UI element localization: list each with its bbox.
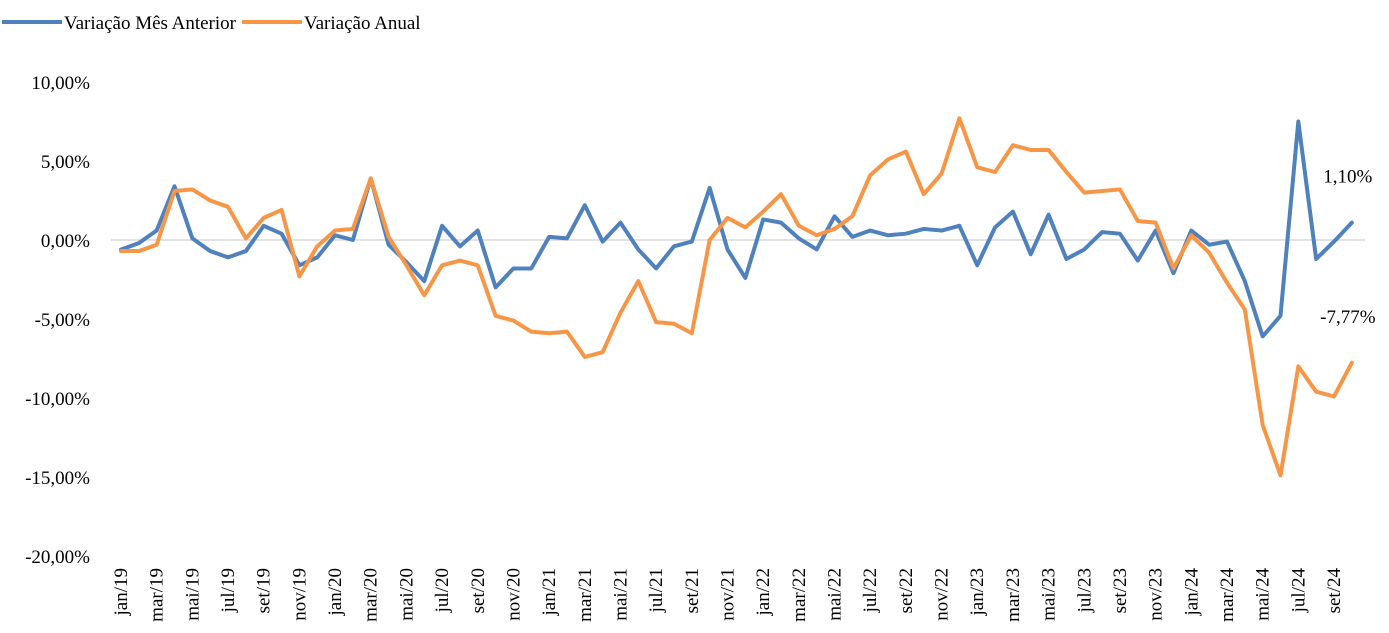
x-tick-label: jul/21 bbox=[646, 568, 667, 613]
x-tick-label: set/22 bbox=[896, 568, 917, 613]
x-tick-label: jul/24 bbox=[1288, 568, 1309, 614]
legend-label: Variação Anual bbox=[304, 13, 421, 34]
x-tick-label: jan/22 bbox=[753, 568, 774, 617]
x-tick-label: jul/23 bbox=[1074, 568, 1095, 613]
x-tick-label: jul/22 bbox=[860, 568, 881, 613]
x-tick-label: jan/19 bbox=[111, 568, 132, 617]
x-tick-label: mar/22 bbox=[789, 568, 810, 622]
y-tick-label: -10,00% bbox=[25, 389, 90, 410]
x-tick-label: set/20 bbox=[468, 568, 489, 613]
x-tick-label: nov/21 bbox=[718, 568, 739, 621]
x-tick-label: mar/19 bbox=[147, 568, 168, 622]
x-tick-label: set/24 bbox=[1324, 568, 1345, 614]
x-tick-label: set/19 bbox=[254, 568, 275, 613]
x-tick-label: mai/21 bbox=[610, 568, 631, 621]
x-tick-label: nov/23 bbox=[1146, 568, 1167, 621]
x-tick-label: jan/21 bbox=[539, 568, 560, 617]
x-tick-label: mar/24 bbox=[1217, 568, 1238, 622]
y-tick-label: 5,00% bbox=[41, 152, 90, 173]
data-label: 1,10% bbox=[1323, 167, 1372, 188]
x-tick-label: set/23 bbox=[1110, 568, 1131, 613]
x-tick-label: nov/22 bbox=[932, 568, 953, 621]
y-tick-label: -5,00% bbox=[35, 310, 91, 331]
x-tick-label: mar/21 bbox=[575, 568, 596, 622]
x-tick-label: set/21 bbox=[682, 568, 703, 613]
x-tick-label: jan/24 bbox=[1181, 568, 1202, 617]
series-line bbox=[119, 116, 1354, 478]
data-label: -7,77% bbox=[1320, 307, 1376, 328]
x-tick-label: jul/19 bbox=[218, 568, 239, 613]
x-tick-label: jan/23 bbox=[967, 568, 988, 617]
x-tick-label: mai/24 bbox=[1253, 568, 1274, 621]
x-tick-label: nov/19 bbox=[289, 568, 310, 621]
x-tick-label: mai/20 bbox=[396, 568, 417, 621]
y-tick-label: -20,00% bbox=[25, 547, 90, 568]
y-tick-label: 0,00% bbox=[41, 231, 90, 252]
x-tick-label: mai/19 bbox=[182, 568, 203, 621]
x-tick-label: jul/20 bbox=[432, 568, 453, 613]
x-tick-label: mar/23 bbox=[1003, 568, 1024, 622]
x-tick-label: mar/20 bbox=[361, 568, 382, 622]
x-tick-label: jan/20 bbox=[325, 568, 346, 617]
x-tick-label: mai/22 bbox=[825, 568, 846, 621]
x-tick-label: nov/20 bbox=[503, 568, 524, 621]
series-line bbox=[119, 119, 1354, 339]
x-tick-label: mai/23 bbox=[1039, 568, 1060, 621]
y-tick-label: -15,00% bbox=[25, 468, 90, 489]
y-tick-label: 10,00% bbox=[31, 73, 90, 94]
legend-label: Variação Mês Anterior bbox=[64, 13, 237, 34]
